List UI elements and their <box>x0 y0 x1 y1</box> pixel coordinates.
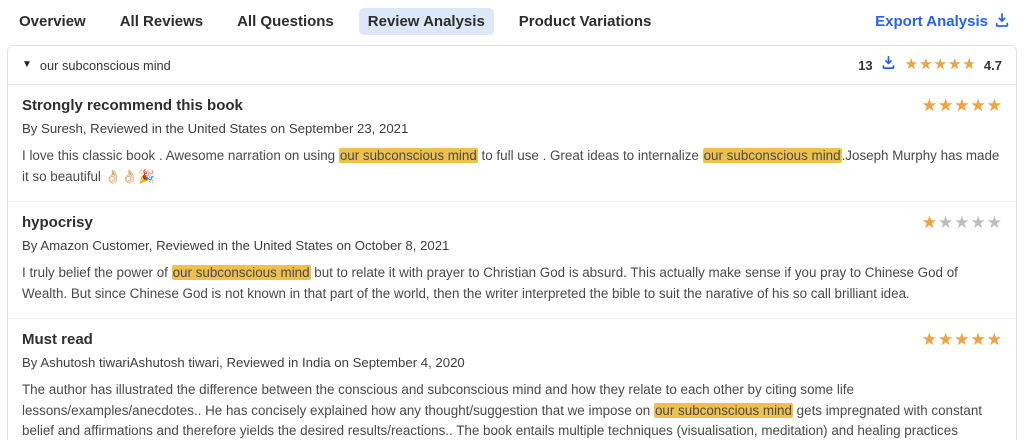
review-body: The author has illustrated the differenc… <box>22 381 983 439</box>
review-body: I love this classic book . Awesome narra… <box>22 148 1000 184</box>
review-byline: By Ashutosh tiwariAshutosh tiwari, Revie… <box>22 354 465 370</box>
review-header: Must read ★ ★ ★ ★ ★ ★ ★ ★ ★ ★ <box>22 331 1002 348</box>
top-navigation: Overview All Reviews All Questions Review A… <box>0 0 1024 41</box>
review-title: Strongly recommend this book <box>22 97 243 114</box>
phrase-group-header[interactable]: ▼ our subconscious mind 13 ★ ★ ★ ★ ★ ★ ★ ★ ★ ★ 4.… <box>8 46 1016 85</box>
phrase-group-title: our subconscious mind <box>39 57 171 73</box>
export-analysis-button[interactable]: Export Analysis <box>875 12 1010 32</box>
review-byline: By Suresh, Reviewed in the United States… <box>22 121 409 136</box>
star-rating: ★★★★★★★★★★ <box>921 329 1002 349</box>
tab-product-variations[interactable]: Product Variations <box>510 8 661 35</box>
review-body: I truly belief the power of our subconsc… <box>22 264 958 301</box>
review-title: Must read <box>22 330 93 348</box>
star-rating: ★★★★★★★★★★ <box>921 212 1002 232</box>
average-rating: 4.7 <box>983 57 1002 73</box>
review-count: 13 <box>858 57 873 73</box>
review-byline: By Amazon Customer, Reviewed in the Unit… <box>22 237 450 253</box>
download-icon <box>994 12 1010 32</box>
export-analysis-label: Export Analysis <box>875 13 988 30</box>
review-item: hypocrisy ★★★★★★★★★★ By Amazon Customer, R… <box>8 200 1016 318</box>
highlighted-phrase: our subconscious mind <box>338 148 478 163</box>
download-group-icon[interactable] <box>881 55 896 75</box>
tab-overview[interactable]: Overview <box>10 8 95 35</box>
review-header: Strongly recommend this book ★ ★ ★ ★ ★ ★ ★ ★ ★ ★ <box>22 97 1002 114</box>
tab-all-questions[interactable]: All Questions <box>228 8 343 35</box>
review-item: Strongly recommend this book ★ ★ ★ ★ ★ ★ ★ ★ ★ ★ By… <box>8 85 1016 201</box>
tab-all-reviews[interactable]: All Reviews <box>111 8 212 35</box>
highlighted-phrase: our subconscious mind <box>171 264 311 280</box>
tab-review-analysis[interactable]: Review Analysis <box>358 8 494 35</box>
review-analysis-panel: ▼ our subconscious mind 13 ★ ★ ★ ★ ★ ★ ★ ★ ★ ★ 4.… <box>7 45 1017 440</box>
group-stars-slot: ★ ★ ★ ★ ★ ★ ★ ★ ★ ★ <box>904 56 976 74</box>
review-title: hypocrisy <box>22 213 93 231</box>
star-rating: ★★★★★★★★★★ <box>921 96 1002 115</box>
review-item: Must read ★ ★ ★ ★ ★ ★ ★ ★ ★ ★ By Ashutosh tiwariAsh… <box>8 317 1016 440</box>
highlighted-phrase: our subconscious mind <box>702 148 842 163</box>
review-list: Strongly recommend this book ★ ★ ★ ★ ★ ★ ★ ★ ★ ★ By… <box>8 85 1016 440</box>
star-rating: ★★★★★★★★★★ <box>904 56 976 73</box>
highlighted-phrase: our subconscious mind <box>653 402 793 418</box>
collapse-caret-icon[interactable]: ▼ <box>22 59 32 70</box>
review-header: hypocrisy ★★★★★★★★★★ <box>22 214 1002 231</box>
nav-tabs: Overview All Reviews All Questions Review A… <box>10 8 660 35</box>
